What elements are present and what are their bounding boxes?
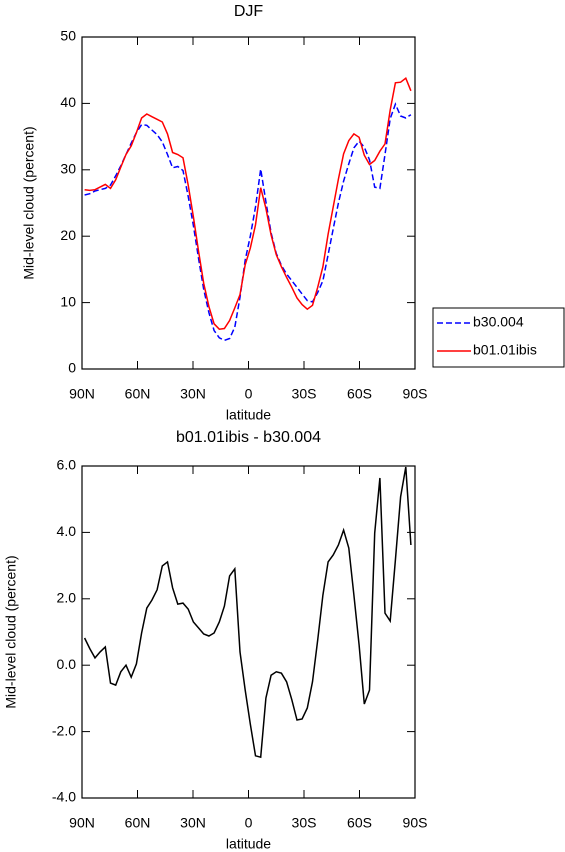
x-tick-label: 60S [347,815,372,831]
plot-frame [81,36,416,370]
x-tick-label: 30N [180,386,206,402]
y-tick-label: 0.0 [57,656,77,672]
x-tick-label: 60N [125,386,151,402]
y-tick-label: 10 [60,293,76,309]
x-axis-label: latitude [226,836,271,852]
chart-title: b01.01ibis - b30.004 [176,429,321,446]
x-tick-label: 90S [403,815,428,831]
y-tick-label: 0 [68,360,76,376]
y-axis-label: Mid-level cloud (percent) [3,555,19,708]
data-line [84,77,412,330]
y-axis-label: Mid-level cloud (percent) [21,126,37,279]
x-tick-label: 30S [292,815,317,831]
y-tick-label: 2.0 [57,590,77,606]
x-axis-label: latitude [226,407,271,423]
x-tick-label: 30N [180,815,206,831]
x-tick-label: 30S [292,386,317,402]
y-tick-label: 6.0 [57,457,77,473]
data-line [84,102,412,342]
y-tick-label: -2.0 [52,722,76,738]
legend-box [432,307,565,368]
plot-frame [81,465,416,799]
legend-label: b01.01ibis [473,342,537,358]
legend-label: b30.004 [473,314,524,330]
x-tick-label: 90N [69,815,95,831]
x-tick-label: 60N [125,815,151,831]
x-tick-label: 0 [245,815,253,831]
x-tick-label: 90N [69,386,95,402]
y-tick-label: 50 [60,28,76,44]
chart-title: DJF [234,3,264,20]
data-line [83,466,412,759]
y-tick-label: 30 [60,161,76,177]
x-tick-label: 0 [245,386,253,402]
y-tick-label: 4.0 [57,523,77,539]
x-tick-label: 90S [403,386,428,402]
y-tick-label: 40 [60,94,76,110]
y-tick-label: -4.0 [52,789,76,805]
y-tick-label: 20 [60,227,76,243]
x-tick-label: 60S [347,386,372,402]
